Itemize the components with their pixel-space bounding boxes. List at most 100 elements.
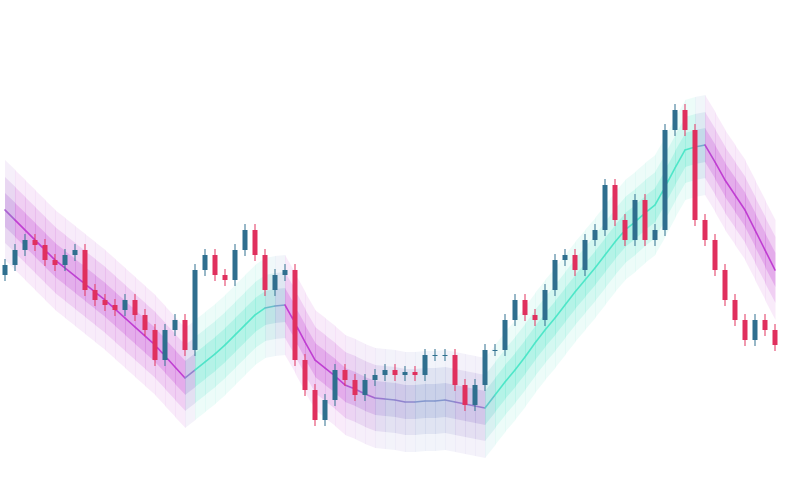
candle-body [402, 372, 408, 375]
moving-average-line [134, 326, 146, 337]
moving-average-line [504, 369, 516, 383]
candle-body [622, 220, 628, 240]
moving-average-line [204, 353, 216, 363]
candle-body [442, 355, 448, 356]
candle-body [702, 220, 708, 240]
moving-average-line [264, 305, 276, 309]
candle-body [502, 320, 508, 350]
moving-average-line [564, 291, 576, 306]
candle-body [642, 200, 648, 240]
candle-body [452, 355, 458, 385]
candle-body [52, 260, 58, 265]
candle-body [392, 370, 398, 375]
moving-average-line [434, 399, 446, 402]
candle-body [152, 330, 158, 360]
candle-body [692, 130, 698, 220]
moving-average-line [194, 361, 206, 371]
candle-body [532, 315, 538, 320]
moving-average-line [734, 194, 746, 211]
candle-body [192, 270, 198, 350]
candle-body [212, 255, 218, 275]
candle-body [612, 185, 618, 220]
candle-body [662, 130, 668, 230]
candle-body [262, 255, 268, 290]
candle-body [282, 270, 288, 275]
candle-body [412, 372, 418, 375]
candle-body [522, 300, 528, 315]
candle-body [162, 330, 168, 360]
candle-body [712, 240, 718, 270]
moving-average-line [274, 304, 286, 307]
candle-body [552, 260, 558, 290]
candle-body [332, 370, 338, 400]
candle-body [722, 270, 728, 300]
moving-average-line [414, 400, 426, 403]
moving-average-line [174, 366, 186, 379]
candle-body [592, 230, 598, 240]
moving-average-line [604, 241, 616, 256]
moving-average-line [764, 249, 776, 271]
candle-body [672, 110, 678, 130]
candle-body [652, 230, 658, 240]
moving-average-line [724, 179, 736, 196]
moving-average-line [714, 161, 726, 181]
candle-body [582, 240, 588, 270]
candle-body [172, 320, 178, 330]
candle-body [772, 330, 778, 345]
candle-body [382, 370, 388, 375]
candle-body [202, 255, 208, 270]
candle-body [132, 300, 138, 315]
moving-average-line [4, 209, 16, 221]
candle-body [322, 400, 328, 420]
moving-average-line [314, 359, 326, 369]
candle-body [232, 250, 238, 280]
candle-body [272, 275, 278, 290]
candle-body [122, 300, 128, 310]
moving-average-line [534, 329, 546, 344]
moving-average-line [544, 317, 556, 331]
candle-body [342, 370, 348, 380]
candle-body [32, 240, 38, 245]
candle-body [42, 245, 48, 260]
candle-body [242, 230, 248, 250]
moving-average-line [554, 304, 566, 319]
candle-body [92, 290, 98, 300]
candle-body [312, 390, 318, 420]
moving-average-line [24, 229, 36, 241]
moving-average-line [594, 254, 606, 269]
moving-average-line [384, 398, 396, 401]
candle-body [462, 385, 468, 405]
candle-body [82, 250, 88, 290]
candle-body [472, 385, 478, 405]
moving-average-line [14, 219, 26, 231]
candle-body [482, 350, 488, 385]
candle-body [62, 255, 68, 265]
candle-body [2, 265, 8, 275]
moving-average-line [114, 308, 126, 319]
candle-body [512, 300, 518, 320]
moving-average-line [444, 399, 456, 403]
candle-body [562, 255, 568, 260]
moving-average-line [254, 307, 266, 316]
moving-average-line [484, 394, 496, 409]
candle-body [682, 110, 688, 130]
moving-average-line [674, 149, 686, 169]
moving-average-line [304, 341, 316, 361]
moving-average-line [744, 209, 756, 231]
candle-body [432, 355, 438, 356]
candle-body [362, 380, 368, 395]
moving-average-line [754, 229, 766, 251]
candle-body [732, 300, 738, 320]
candle-body [142, 315, 148, 330]
candle-body [352, 380, 358, 395]
moving-average-line [494, 381, 506, 396]
moving-average-line [214, 344, 226, 355]
moving-average-line [514, 356, 526, 371]
candle-body [602, 185, 608, 230]
candle-body [302, 360, 308, 390]
candle-body [762, 320, 768, 330]
candle-body [12, 250, 18, 265]
moving-average-line [184, 369, 196, 379]
candle-body [112, 305, 118, 310]
moving-average-line [474, 405, 486, 409]
